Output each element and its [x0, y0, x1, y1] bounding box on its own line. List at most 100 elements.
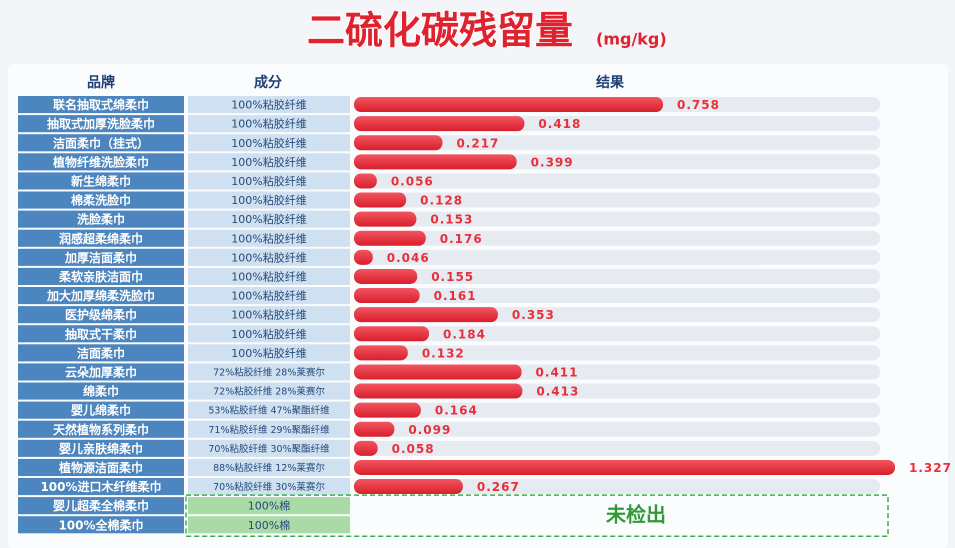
composition-label: 72%粘胶纤维 28%莱赛尔: [213, 386, 325, 398]
bar: [354, 440, 378, 456]
brand-cell: [18, 153, 184, 171]
composition-label: 72%粘胶纤维 28%莱赛尔: [213, 366, 325, 378]
bar: [354, 326, 430, 342]
brand-cell: [18, 458, 184, 476]
value-label: 0.267: [477, 480, 520, 494]
brand-cell: [18, 439, 184, 457]
brand-label: 柔软亲肤洁面巾: [58, 269, 143, 284]
bar: [354, 288, 420, 304]
brand-label: 婴儿超柔全棉柔巾: [53, 498, 149, 513]
bar-track: [354, 326, 880, 342]
composition-label: 100%粘胶纤维: [231, 289, 306, 303]
composition-label: 100%粘胶纤维: [231, 250, 306, 264]
brand-label: 棉柔洗脸巾: [71, 193, 131, 208]
composition-label: 100%粘胶纤维: [231, 308, 306, 322]
bar: [354, 249, 373, 265]
composition-cell: [188, 458, 350, 476]
bar-track: [354, 249, 880, 265]
composition-label: 100%粘胶纤维: [231, 155, 306, 169]
composition-cell: [188, 267, 350, 285]
column-header: 结果: [596, 74, 625, 91]
composition-label: 100%粘胶纤维: [231, 193, 306, 207]
brand-label: 洗脸柔巾: [77, 212, 125, 227]
brand-cell: [18, 516, 184, 534]
composition-label: 100%粘胶纤维: [231, 327, 306, 341]
composition-label: 53%粘胶纤维 47%聚酯纤维: [208, 405, 330, 417]
composition-label: 100%粘胶纤维: [231, 346, 306, 360]
brand-cell: [18, 287, 184, 305]
bar: [354, 479, 463, 495]
composition-label: 100%棉: [248, 518, 290, 532]
brand-label: 加大加厚绵柔洗脸巾: [46, 288, 155, 303]
value-label: 0.418: [538, 117, 581, 131]
composition-label: 100%棉: [248, 499, 290, 513]
brand-label: 抽取式加厚洗脸柔巾: [47, 116, 155, 131]
brand-label: 联名抽取式绵柔巾: [53, 97, 149, 112]
brand-cell: [18, 363, 184, 381]
brand-cell: [18, 210, 184, 228]
brand-label: 新生绵柔巾: [71, 173, 131, 188]
composition-cell: [188, 210, 350, 228]
unit: (mg/kg): [596, 30, 667, 49]
bar-track: [354, 345, 880, 361]
value-label: 0.128: [420, 194, 463, 208]
brand-cell: [18, 325, 184, 343]
composition-label: 100%粘胶纤维: [231, 117, 306, 131]
value-label: 0.184: [443, 327, 486, 341]
value-label: 0.153: [430, 213, 473, 227]
value-label: 0.353: [512, 308, 555, 322]
brand-cell: [18, 172, 184, 190]
brand-label: 云朵加厚柔巾: [65, 364, 137, 379]
brand-label: 100%全棉柔巾: [58, 517, 143, 532]
value-label: 0.413: [536, 385, 579, 399]
brand-cell: [18, 191, 184, 209]
composition-cell: [188, 420, 350, 438]
brand-label: 100%进口木纤维柔巾: [40, 479, 161, 494]
bar-track: [354, 479, 880, 495]
brand-label: 植物纤维洗脸柔巾: [52, 154, 149, 169]
brand-cell: [18, 115, 184, 133]
not-detected-box: [185, 494, 889, 538]
bar-track: [354, 135, 880, 151]
value-label: 0.161: [434, 289, 477, 303]
brand-label: 洁面柔巾（挂式）: [53, 135, 149, 150]
brand-label: 医护级绵柔巾: [65, 307, 137, 322]
value-label: 0.411: [536, 365, 579, 379]
bar: [354, 402, 421, 418]
brand-cell: [18, 134, 184, 152]
composition-cell: [188, 191, 350, 209]
value-label: 0.176: [440, 232, 483, 246]
composition-cell: [188, 497, 350, 515]
composition-cell: [188, 516, 350, 534]
brand-label: 植物源洁面柔巾: [58, 460, 143, 475]
brand-cell: [18, 344, 184, 362]
value-label: 0.099: [408, 423, 451, 437]
bar-track: [354, 192, 880, 208]
composition-label: 100%粘胶纤维: [231, 212, 306, 226]
bar-track: [354, 173, 880, 189]
bar: [354, 116, 525, 132]
chart-title: 二硫化碳残留量: [307, 9, 573, 53]
bar-track: [354, 402, 880, 418]
value-label: 0.056: [391, 174, 434, 188]
brand-cell: [18, 267, 184, 285]
bar: [354, 230, 426, 246]
composition-cell: [188, 382, 350, 400]
brand-cell: [18, 306, 184, 324]
brand-label: 婴儿亲肤绵柔巾: [59, 441, 143, 456]
composition-label: 100%粘胶纤维: [231, 98, 306, 112]
composition-cell: [188, 115, 350, 133]
composition-cell: [188, 229, 350, 247]
value-label: 0.155: [431, 270, 474, 284]
composition-cell: [188, 325, 350, 343]
value-label: 0.164: [435, 404, 478, 418]
composition-cell: [188, 153, 350, 171]
brand-label: 天然植物系列柔巾: [53, 422, 149, 437]
brand-label: 润感超柔绵柔巾: [59, 231, 143, 246]
composition-cell: [188, 172, 350, 190]
composition-cell: [188, 134, 350, 152]
not-detected-label: 未检出: [606, 503, 666, 527]
value-label: 0.132: [422, 346, 465, 360]
composition-label: 100%粘胶纤维: [231, 174, 306, 188]
